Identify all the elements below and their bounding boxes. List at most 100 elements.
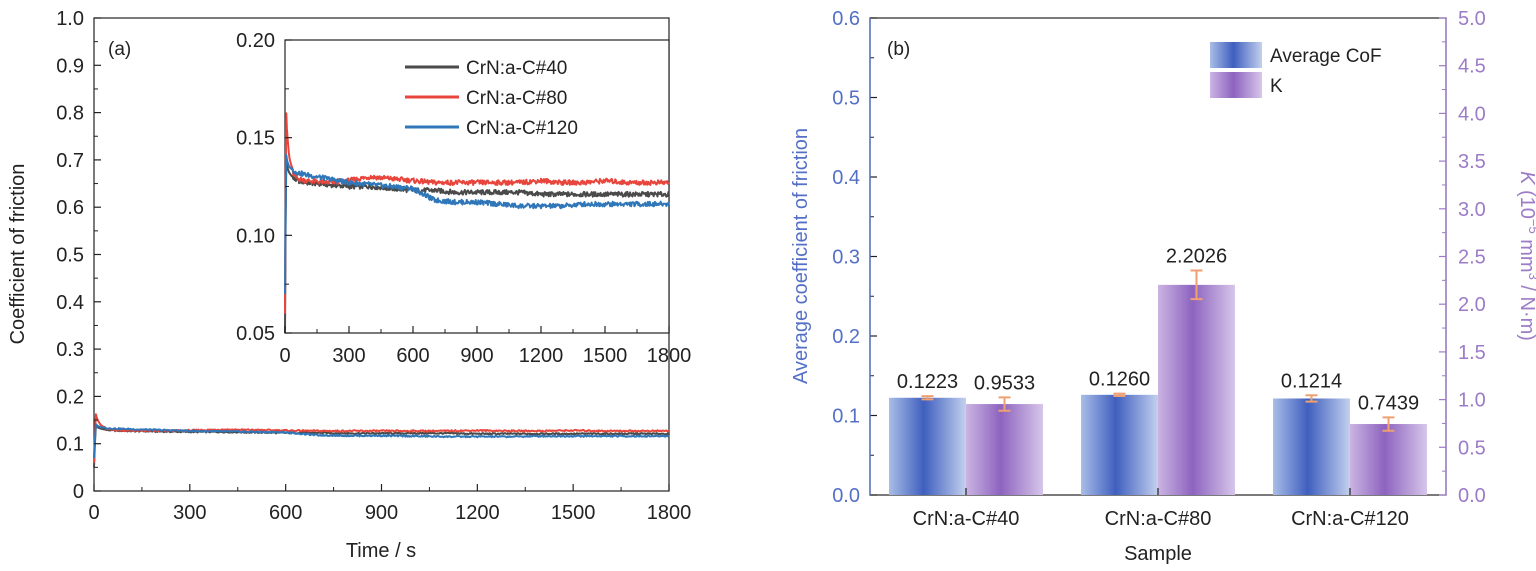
panel-a-x-ticks: 0 300 600 900 1200 1500 1800 <box>88 484 691 524</box>
bar-average-cof-crn-a-c-120 <box>1273 398 1350 495</box>
error-bar-average-cof-crn-a-c-80 <box>1113 392 1126 398</box>
legend-swatch-k <box>1210 72 1262 98</box>
legend-label-crn-80: CrN:a-C#80 <box>466 88 567 109</box>
right-axis-label-open: (10 <box>1516 184 1536 218</box>
error-bar-average-cof-crn-a-c-40 <box>921 395 934 401</box>
inset-x-tick-label-1800: 1800 <box>647 345 692 367</box>
inset-x-tick-label-1500: 1500 <box>583 345 628 367</box>
panel-a-y-ticks: 0 0.1 0.2 0.3 0.4 0.5 0.6 0.7 0.8 0.9 1.0 <box>56 8 101 503</box>
legend-label-average-cof: Average CoF <box>1270 46 1382 67</box>
legend-label-crn-120: CrN:a-C#120 <box>466 118 578 139</box>
panel-b-label: (b) <box>887 39 910 60</box>
panel-b-right-y-tick-label-3-5: 3.5 <box>1458 151 1486 173</box>
panel-a-y-tick-label-0: 0 <box>73 481 84 503</box>
panel-a-x-tick-label-600: 600 <box>269 502 302 524</box>
inset-legend: CrN:a-C#40 CrN:a-C#80 CrN:a-C#120 <box>405 58 578 139</box>
panel-b-left-y-axis-label: Average coefficient of friction <box>790 128 812 384</box>
panel-a-y-tick-label-1-0: 1.0 <box>56 8 84 30</box>
panel-a-y-tick-label-0-6: 0.6 <box>56 197 84 219</box>
inset-line-crn-a-c-120 <box>284 153 670 294</box>
panel-b-right-y-ticks: 0.0 0.5 1.0 1.5 2.0 2.5 3.0 3.5 4.0 4.5 5.0 <box>1439 8 1486 507</box>
panel-b-bars-layer: 0.1223 0.9533 0.1260 2.2026 0.1214 0.7439 <box>889 246 1427 495</box>
data-label-average-cof-crn-a-c-120: 0.1214 <box>1281 370 1342 392</box>
panel-a-x-tick-label-0: 0 <box>88 502 99 524</box>
data-label-average-cof-crn-a-c-40: 0.1223 <box>897 371 958 393</box>
panel-b-right-y-tick-label-4-5: 4.5 <box>1458 56 1486 78</box>
right-axis-label-exp2: 3 <box>1526 273 1536 280</box>
panel-b-left-y-tick-label-0-4: 0.4 <box>832 167 860 189</box>
panel-a-y-tick-label-0-5: 0.5 <box>56 245 84 267</box>
panel-b-left-y-ticks: 0.0 0.1 0.2 0.3 0.4 0.5 0.6 <box>832 8 877 507</box>
panel-b-right-y-tick-label-4-0: 4.0 <box>1458 103 1486 125</box>
panel-b-right-y-tick-label-5-0: 5.0 <box>1458 8 1486 30</box>
inset-line-crn-a-c-40 <box>284 158 670 334</box>
error-bar-k-crn-a-c-120 <box>1382 416 1395 432</box>
inset-plot: 0.050.100.150.20 0 300 600 900 1200 1500 1800 … <box>236 30 691 367</box>
bar-average-cof-crn-a-c-80 <box>1081 394 1158 495</box>
panel-a-x-tick-label-900: 900 <box>365 502 398 524</box>
panel-a-y-tick-label-0-2: 0.2 <box>56 386 84 408</box>
panel-b-legend: Average CoF K <box>1210 42 1382 98</box>
panel-a-x-tick-label-1800: 1800 <box>647 502 692 524</box>
panel-b-left-y-tick-label-0-0: 0.0 <box>832 485 860 507</box>
panel-b-x-axis-label: Sample <box>1124 543 1192 565</box>
panel-b-category-label-crn-a-c-120: CrN:a-C#120 <box>1291 508 1409 530</box>
data-label-k-crn-a-c-80: 2.2026 <box>1166 246 1227 268</box>
right-axis-label-close: / N·m) <box>1516 280 1536 341</box>
panel-a-label: (a) <box>108 39 131 60</box>
data-label-k-crn-a-c-120: 0.7439 <box>1358 392 1419 414</box>
panel-a-y-tick-label-0-7: 0.7 <box>56 150 84 172</box>
inset-y-tick-label-0-05: 0.05 <box>236 323 275 345</box>
panel-a-series-layer <box>93 413 670 468</box>
panel-b-right-y-tick-label-0-5: 0.5 <box>1458 437 1486 459</box>
panel-b: 0.1223 0.9533 0.1260 2.2026 0.1214 0.7439 0.0… <box>790 8 1536 565</box>
panel-b-category-label-crn-a-c-80: CrN:a-C#80 <box>1105 508 1212 530</box>
panel-b-x-ticks: CrN:a-C#40 CrN:a-C#80 CrN:a-C#120 <box>913 488 1409 530</box>
panel-b-right-y-axis-label: K (10−5 mm3 / N·m) <box>1516 171 1536 341</box>
legend-swatch-average-cof <box>1210 42 1262 68</box>
inset-x-tick-label-900: 900 <box>460 345 493 367</box>
bar-k-crn-a-c-40 <box>966 404 1043 495</box>
inset-y-tick-label-0-10: 0.10 <box>236 225 275 247</box>
inset-y-tick-label-0-15: 0.15 <box>236 128 275 150</box>
bar-k-crn-a-c-80 <box>1158 284 1235 495</box>
panel-b-right-y-tick-label-1-0: 1.0 <box>1458 390 1486 412</box>
inset-x-ticks: 0 300 600 900 1200 1500 1800 <box>279 326 691 367</box>
bar-k-crn-a-c-120 <box>1350 424 1427 495</box>
panel-b-right-y-tick-label-0-0: 0.0 <box>1458 485 1486 507</box>
legend-label-k: K <box>1270 76 1283 97</box>
panel-a: 0 0.1 0.2 0.3 0.4 0.5 0.6 0.7 0.8 0.9 1.0 0 300 600 9… <box>7 8 691 562</box>
panel-b-left-y-tick-label-0-3: 0.3 <box>832 247 860 269</box>
panel-a-y-tick-label-0-9: 0.9 <box>56 55 84 77</box>
panel-b-right-y-tick-label-2-5: 2.5 <box>1458 247 1486 269</box>
panel-a-x-tick-label-1500: 1500 <box>551 502 596 524</box>
panel-a-y-tick-label-0-1: 0.1 <box>56 434 84 456</box>
data-label-average-cof-crn-a-c-80: 0.1260 <box>1089 369 1150 391</box>
panel-a-x-axis-label: Time / s <box>346 540 416 562</box>
panel-b-category-label-crn-a-c-40: CrN:a-C#40 <box>913 508 1020 530</box>
right-axis-label-mid: mm <box>1516 234 1536 273</box>
inset-x-tick-label-1200: 1200 <box>519 345 564 367</box>
inset-x-tick-label-300: 300 <box>332 345 365 367</box>
panel-a-y-tick-label-0-3: 0.3 <box>56 339 84 361</box>
error-bar-average-cof-crn-a-c-120 <box>1305 394 1318 403</box>
panel-b-left-y-tick-label-0-1: 0.1 <box>832 406 860 428</box>
inset-series-layer <box>284 112 670 334</box>
inset-y-ticks: 0.05 0.10 0.15 0.20 <box>236 30 292 345</box>
panel-a-y-tick-label-0-4: 0.4 <box>56 292 84 314</box>
panel-b-left-y-tick-label-0-5: 0.5 <box>832 88 860 110</box>
error-bar-k-crn-a-c-40 <box>998 396 1011 412</box>
right-axis-label-exp1: −5 <box>1526 219 1536 234</box>
panel-a-line-crn-a-c-120 <box>93 423 670 458</box>
panel-a-y-axis-label: Coefficient of friction <box>7 164 29 345</box>
inset-y-tick-label-0-20: 0.20 <box>236 30 275 52</box>
error-bar-k-crn-a-c-80 <box>1190 269 1203 301</box>
panel-b-right-y-tick-label-3-0: 3.0 <box>1458 199 1486 221</box>
legend-label-crn-40: CrN:a-C#40 <box>466 58 567 79</box>
bar-average-cof-crn-a-c-40 <box>889 397 966 495</box>
panel-a-x-tick-label-300: 300 <box>173 502 206 524</box>
panel-b-right-y-tick-label-1-5: 1.5 <box>1458 342 1486 364</box>
inset-x-tick-label-0: 0 <box>279 345 290 367</box>
panel-a-x-tick-label-1200: 1200 <box>455 502 500 524</box>
